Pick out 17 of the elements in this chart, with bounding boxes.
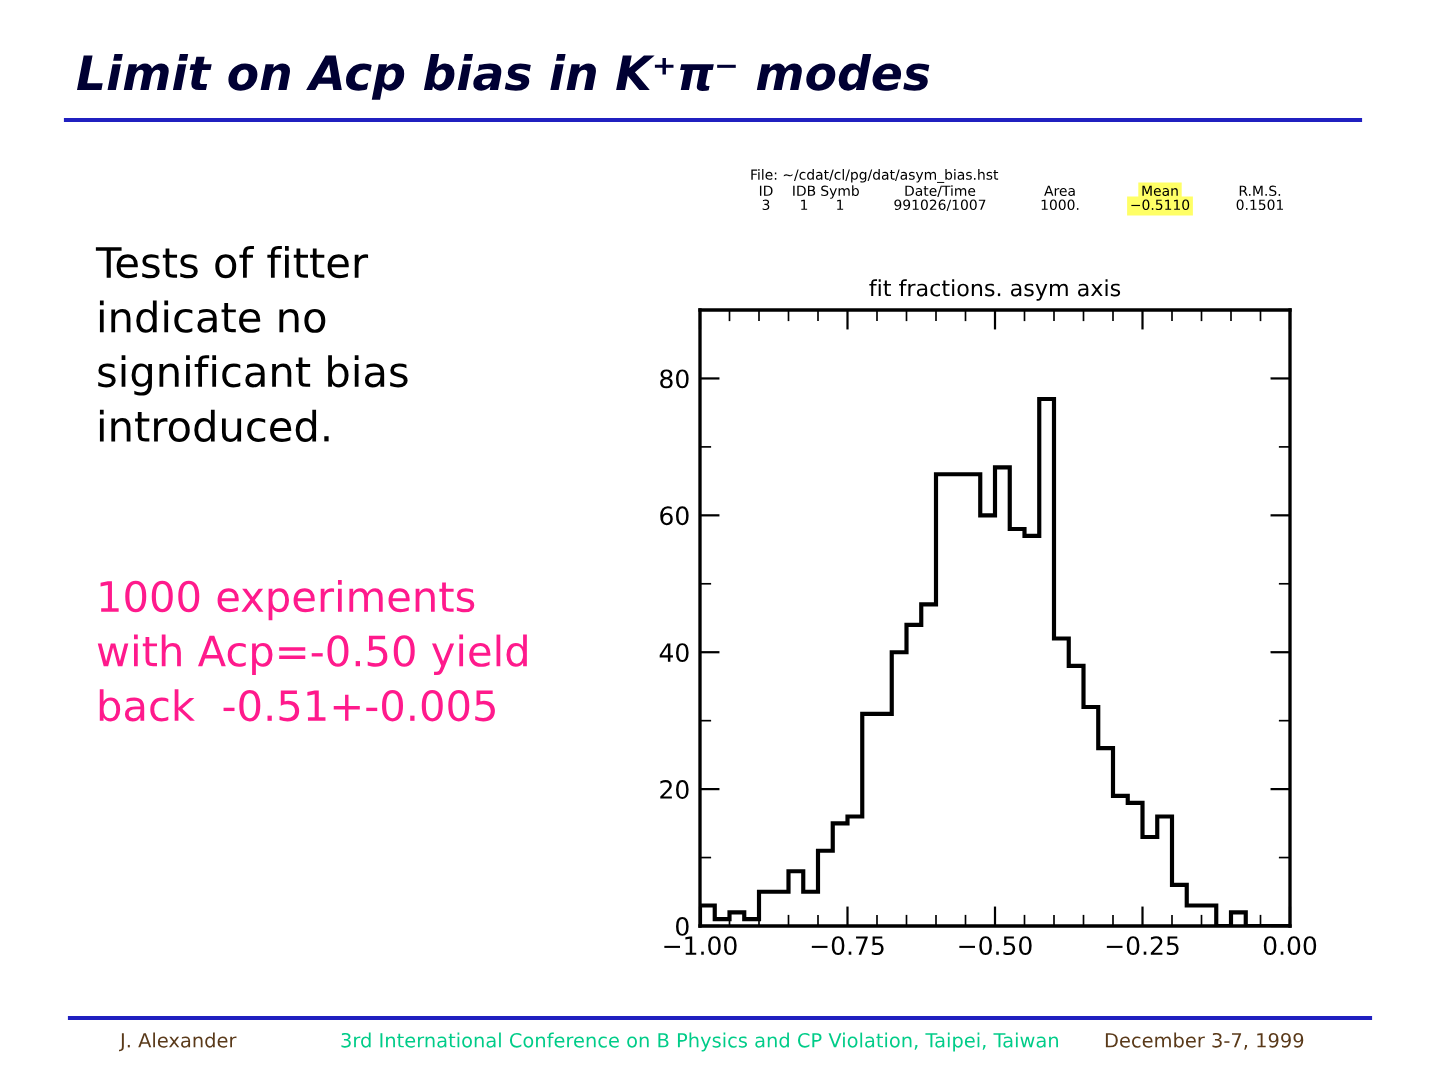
text: December 3-7, 1999 [1105,1032,1304,1050]
text: 3rd International Conference on B Physics and CP Violation, Taipei, Taiwan [341,1032,1058,1052]
chart-title: fit fractions. asym axis [869,279,1121,301]
y-tick-label: 20 [660,780,689,799]
text: Limit on Acp bias in K⁺π⁻ modes [76,54,930,100]
y-tick-label: 60 [660,506,689,526]
y-tick-label: 0 [676,916,689,936]
y-tick-label: 40 [659,643,689,663]
x-tick-label: 0.00 [1263,936,1317,956]
text: 1000 experiments with Acp=-0.50 yield back -0.51+-0.005 [97,580,527,722]
x-tick-label: −0.50 [959,936,1032,956]
x-tick-label: −0.25 [1106,936,1179,956]
x-tick-label: −1.00 [664,936,737,956]
text: J. Alexander [118,1032,237,1052]
y-tick-label: 80 [660,369,689,389]
x-tick-label: −0.75 [811,936,884,956]
text: Tests of fitter indicate no significant bias introduced. [95,246,408,442]
